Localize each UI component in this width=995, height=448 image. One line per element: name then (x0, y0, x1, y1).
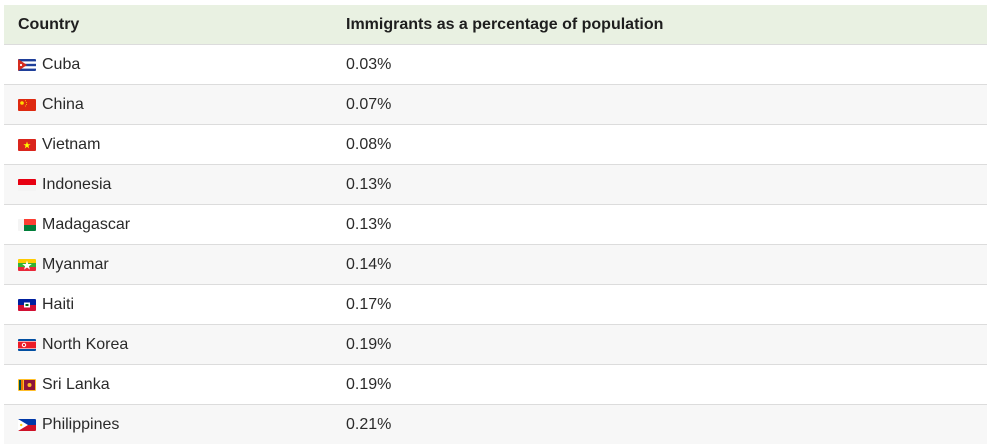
table-row: North Korea 0.19% (4, 324, 987, 365)
country-cell: Myanmar (4, 244, 334, 285)
table-header-row: Country Immigrants as a percentage of po… (4, 5, 987, 45)
percentage-value: 0.13% (334, 204, 987, 245)
percentage-value: 0.19% (334, 324, 987, 365)
haiti-flag-icon (18, 298, 36, 311)
country-name: Haiti (42, 295, 75, 313)
percentage-value: 0.21% (334, 404, 987, 444)
country-cell-content: Madagascar (18, 216, 334, 234)
china-flag-icon (18, 98, 36, 111)
country-name: North Korea (42, 335, 129, 353)
country-name: Cuba (42, 55, 81, 73)
myanmar-flag-icon (18, 258, 36, 271)
north-korea-flag-icon (18, 338, 36, 351)
table-row: China 0.07% (4, 84, 987, 125)
percentage-value: 0.13% (334, 164, 987, 205)
country-cell: Indonesia (4, 164, 334, 205)
country-name: China (42, 95, 84, 113)
country-name: Vietnam (42, 135, 101, 153)
country-cell: China (4, 84, 334, 125)
country-cell-content: North Korea (18, 336, 334, 354)
percentage-value: 0.14% (334, 244, 987, 285)
country-name: Sri Lanka (42, 375, 110, 393)
country-cell-content: Sri Lanka (18, 376, 334, 394)
country-cell: Madagascar (4, 204, 334, 245)
cuba-flag-icon (18, 58, 36, 71)
country-name: Indonesia (42, 175, 112, 193)
country-cell: North Korea (4, 324, 334, 365)
vietnam-flag-icon (18, 138, 36, 151)
madagascar-flag-icon (18, 218, 36, 231)
percentage-value: 0.07% (334, 84, 987, 125)
header-immigrants-percentage[interactable]: Immigrants as a percentage of population (346, 15, 664, 33)
table-body: Cuba 0.03% China 0.07% Vietnam 0.08% Indonesia… (4, 44, 987, 444)
country-cell-content: Haiti (18, 296, 334, 314)
country-cell-content: Cuba (18, 56, 334, 74)
header-country[interactable]: Country (18, 15, 80, 33)
country-cell-content: Vietnam (18, 136, 334, 154)
percentage-value: 0.19% (334, 364, 987, 405)
country-cell-content: Indonesia (18, 176, 334, 194)
country-name: Philippines (42, 415, 120, 433)
country-name: Myanmar (42, 255, 109, 273)
sri-lanka-flag-icon (18, 378, 36, 391)
country-cell-content: Philippines (18, 416, 334, 434)
country-cell: Haiti (4, 284, 334, 325)
table-row: Cuba 0.03% (4, 44, 987, 85)
table-row: Haiti 0.17% (4, 284, 987, 325)
country-cell: Cuba (4, 44, 334, 85)
country-cell: Philippines (4, 404, 334, 444)
country-cell: Vietnam (4, 124, 334, 165)
table-row: Philippines 0.21% (4, 404, 987, 444)
percentage-value: 0.17% (334, 284, 987, 325)
immigrants-table: Country Immigrants as a percentage of po… (4, 5, 987, 444)
data-table-container: Country Immigrants as a percentage of po… (4, 5, 987, 444)
country-name: Madagascar (42, 215, 131, 233)
country-cell-content: China (18, 96, 334, 114)
table-row: Indonesia 0.13% (4, 164, 987, 205)
indonesia-flag-icon (18, 178, 36, 191)
percentage-value: 0.08% (334, 124, 987, 165)
table-row: Madagascar 0.13% (4, 204, 987, 245)
country-cell: Sri Lanka (4, 364, 334, 405)
table-row: Sri Lanka 0.19% (4, 364, 987, 405)
philippines-flag-icon (18, 418, 36, 431)
percentage-value: 0.03% (334, 44, 987, 85)
table-row: Vietnam 0.08% (4, 124, 987, 165)
table-row: Myanmar 0.14% (4, 244, 987, 285)
country-cell-content: Myanmar (18, 256, 334, 274)
